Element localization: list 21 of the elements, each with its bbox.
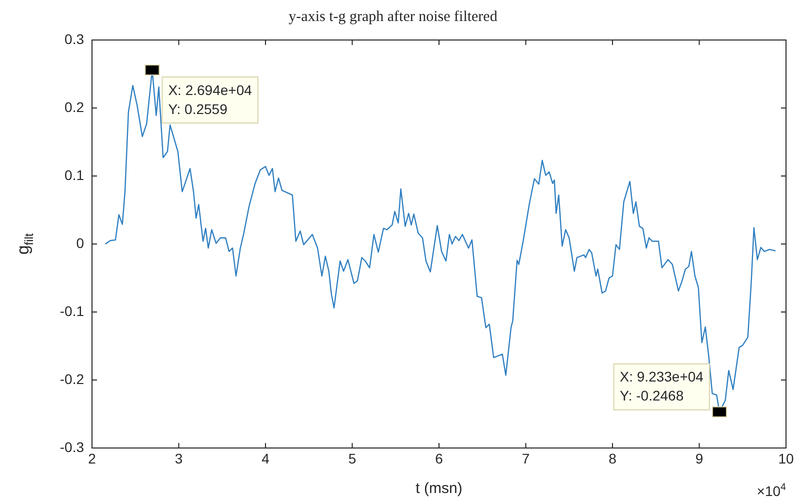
x-tick-label: 2 xyxy=(88,450,96,466)
x-axis-title: t (msn) xyxy=(416,480,462,498)
annotation: X: 2.694e+04 Y: 0.2559 xyxy=(168,82,252,117)
y-tick-label: 0.2 xyxy=(64,98,84,115)
x-tick-label: 9 xyxy=(695,450,704,466)
x-tick-label: 8 xyxy=(608,450,617,466)
x-tick-label: 10 xyxy=(778,450,794,466)
y-tick-label: -0.1 xyxy=(60,302,84,319)
x-tick-label: 4 xyxy=(262,450,270,466)
annotation: X: 9.233e+04 Y: -0.2468 xyxy=(620,368,704,404)
y-tick-label: 0.3 xyxy=(64,30,84,47)
x-tick-label: 6 xyxy=(435,450,444,466)
y-axis-title: gfilt xyxy=(14,232,36,255)
y-tick-label: -0.3 xyxy=(60,438,84,455)
x-tick-label: 5 xyxy=(348,450,356,466)
x-tick-label: 3 xyxy=(174,450,183,466)
x-tick-label: 7 xyxy=(522,450,530,466)
y-tick-label: 0.1 xyxy=(64,166,84,183)
y-tick-label: -0.2 xyxy=(60,370,84,387)
chart-title: y-axis t-g graph after noise filtered xyxy=(288,8,498,25)
y-tick-label: 0 xyxy=(76,234,84,251)
